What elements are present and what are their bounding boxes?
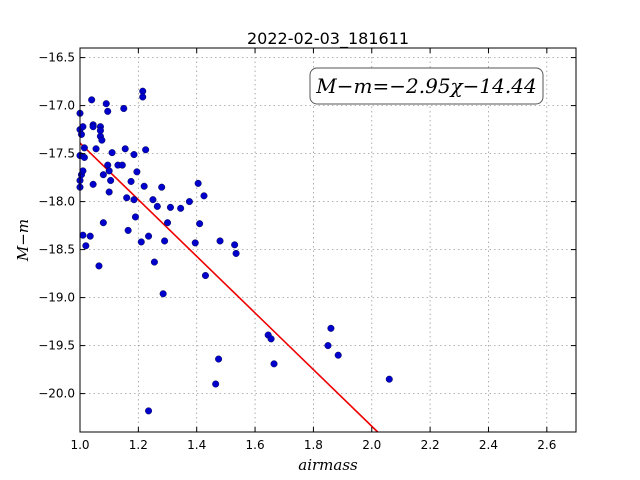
x-tick-label: 1.4: [187, 438, 206, 452]
data-point: [124, 226, 132, 234]
data-point: [107, 176, 115, 184]
data-point: [153, 202, 161, 210]
y-tick-label: −18.0: [38, 195, 75, 209]
fit-line: [79, 142, 379, 433]
x-tick-label: 1.6: [246, 438, 265, 452]
data-point: [232, 249, 240, 257]
plot-frame: [79, 47, 577, 433]
data-point: [327, 324, 335, 332]
data-point: [194, 179, 202, 187]
points-layer: [76, 87, 393, 415]
data-point: [334, 351, 342, 359]
data-point: [105, 167, 113, 175]
data-point: [96, 127, 104, 135]
data-point: [77, 130, 85, 138]
y-tick-label: −19.5: [38, 339, 75, 353]
data-point: [200, 192, 208, 200]
data-point: [99, 219, 107, 227]
data-point: [385, 375, 393, 383]
x-axis-label: airmass: [298, 456, 358, 474]
data-point: [130, 196, 138, 204]
data-point: [133, 168, 141, 176]
data-point: [118, 161, 126, 169]
data-point: [216, 237, 224, 245]
data-point: [131, 213, 139, 221]
y-axis-label: M−m: [14, 219, 32, 262]
chart-title: 2022-02-03_181611: [247, 29, 409, 49]
data-point: [145, 407, 153, 415]
y-tick-label: −19.0: [38, 291, 75, 305]
data-point: [120, 104, 128, 112]
x-tick-label: 1.0: [70, 438, 89, 452]
x-tick-label: 1.8: [304, 438, 323, 452]
data-point: [191, 239, 199, 247]
data-point: [177, 204, 185, 212]
data-point: [139, 93, 147, 101]
data-point: [123, 194, 131, 202]
data-point: [201, 272, 209, 280]
data-point: [324, 342, 332, 350]
data-point: [104, 107, 112, 115]
data-point: [102, 100, 110, 108]
data-point: [105, 188, 113, 196]
data-point: [166, 203, 174, 211]
data-point: [270, 360, 278, 368]
x-tick-label: 2.0: [362, 438, 381, 452]
x-tick-label: 1.2: [129, 438, 148, 452]
ticks-layer: 1.0 1.2 1.4 1.6 1.8 2.0 2.2 2.4 2.6 −16.5 −17.0 −17…: [38, 48, 576, 452]
data-point: [99, 171, 107, 179]
data-point: [82, 242, 90, 250]
data-point: [79, 167, 87, 175]
data-point: [108, 149, 116, 157]
data-point: [79, 123, 87, 131]
data-point: [137, 238, 145, 246]
data-point: [161, 237, 169, 245]
x-tick-label: 2.6: [537, 438, 556, 452]
fit-layer: [79, 142, 379, 433]
data-point: [149, 196, 157, 204]
y-tick-label: −16.5: [38, 51, 75, 65]
data-point: [92, 145, 100, 153]
data-point: [142, 146, 150, 154]
y-tick-label: −17.5: [38, 147, 75, 161]
grid-layer: [79, 48, 576, 432]
data-point: [80, 144, 88, 152]
data-point: [89, 123, 97, 131]
data-point: [185, 198, 193, 206]
data-point: [267, 335, 275, 343]
data-point: [89, 180, 97, 188]
y-tick-label: −20.0: [38, 387, 75, 401]
data-point: [140, 182, 148, 190]
data-point: [95, 262, 103, 270]
data-point: [121, 145, 129, 153]
data-point: [98, 136, 106, 144]
data-point: [145, 232, 153, 240]
data-point: [130, 151, 138, 159]
data-point: [196, 220, 204, 228]
data-point: [159, 290, 167, 298]
fit-equation-box: M−m=−2.95χ−14.44: [309, 67, 544, 105]
data-point: [164, 219, 172, 227]
data-point: [80, 153, 88, 161]
data-point: [158, 183, 166, 191]
data-point: [150, 258, 158, 266]
fit-equation-text: M−m=−2.95χ−14.44: [315, 74, 536, 98]
data-point: [88, 96, 96, 104]
data-point: [212, 380, 220, 388]
x-tick-label: 2.2: [421, 438, 440, 452]
data-point: [215, 355, 223, 363]
data-point: [231, 241, 239, 249]
data-point: [127, 177, 135, 185]
y-tick-label: −17.0: [38, 99, 75, 113]
data-point: [79, 231, 87, 239]
data-point: [86, 232, 94, 240]
data-point: [104, 161, 112, 169]
x-tick-label: 2.4: [479, 438, 498, 452]
y-tick-label: −18.5: [38, 243, 75, 257]
